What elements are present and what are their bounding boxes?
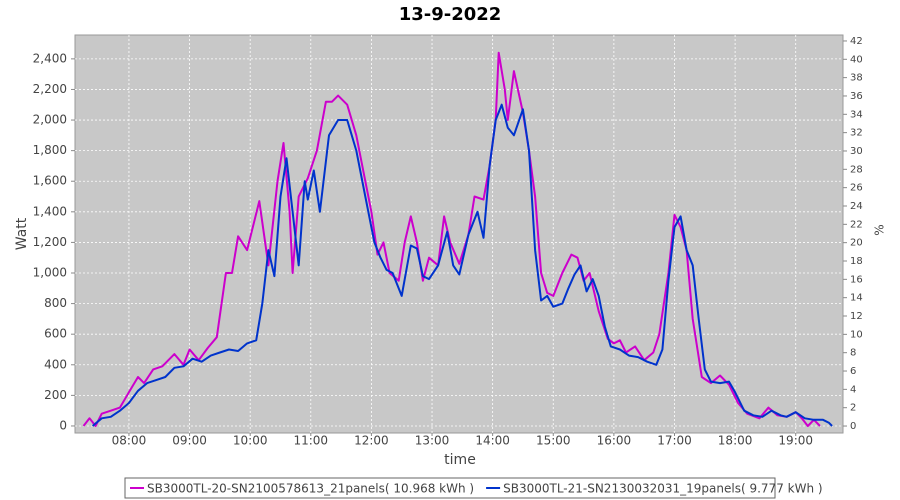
y2-tick-label: 6 (850, 366, 856, 377)
y-axis-label: Watt (14, 217, 30, 250)
y-tick-label: 1,400 (33, 204, 67, 218)
y2-tick-label: 8 (850, 348, 856, 359)
legend-label: SB3000TL-21-SN2130032031_19panels( 9.777… (503, 482, 822, 496)
y2-tick-label: 26 (850, 183, 863, 194)
y2-tick-label: 38 (850, 73, 863, 84)
x-tick-label: 17:00 (657, 434, 692, 448)
x-tick-label: 15:00 (536, 434, 571, 448)
y2-tick-label: 18 (850, 256, 863, 267)
y2-axis-label: % (873, 224, 887, 235)
legend (124, 477, 776, 499)
y-tick-label: 1,200 (33, 235, 67, 249)
y-tick-label: 1,600 (33, 174, 67, 188)
y2-tick-label: 32 (850, 128, 863, 139)
y2-tick-label: 20 (850, 238, 863, 249)
y-tick-label: 2,000 (33, 113, 67, 127)
y-tick-label: 400 (44, 357, 67, 371)
x-tick-label: 18:00 (718, 434, 753, 448)
x-tick-label: 10:00 (233, 434, 268, 448)
y2-tick-label: 42 (850, 36, 863, 47)
x-tick-label: 19:00 (778, 434, 813, 448)
plot-area (74, 34, 844, 434)
legend-label: SB3000TL-20-SN2100578613_21panels( 10.96… (147, 482, 474, 496)
y2-tick-label: 36 (850, 91, 863, 102)
y-tick-label: 0 (59, 418, 67, 432)
y2-tick-label: 22 (850, 219, 863, 230)
y-tick-label: 600 (44, 327, 67, 341)
series-line (91, 103, 833, 427)
y-tick-label: 1,000 (33, 266, 67, 280)
chart-title: 13-9-2022 (399, 4, 502, 25)
y2-tick-label: 0 (850, 421, 856, 432)
y2-tick-label: 10 (850, 329, 863, 340)
y2-tick-label: 12 (850, 311, 863, 322)
y-tick-label: 2,200 (33, 82, 67, 96)
y2-tick-label: 16 (850, 274, 863, 285)
x-tick-label: 12:00 (354, 434, 389, 448)
y2-tick-label: 4 (850, 384, 856, 395)
y2-tick-label: 30 (850, 146, 863, 157)
x-tick-label: 14:00 (475, 434, 510, 448)
x-tick-label: 08:00 (112, 434, 147, 448)
x-axis-label: time (444, 452, 476, 468)
y-tick-label: 2,400 (33, 51, 67, 65)
x-tick-label: 13:00 (415, 434, 450, 448)
y2-tick-label: 40 (850, 54, 863, 65)
y2-tick-label: 34 (850, 109, 863, 120)
x-tick-label: 09:00 (172, 434, 207, 448)
x-tick-label: 16:00 (597, 434, 632, 448)
x-tick-label: 11:00 (293, 434, 328, 448)
y2-tick-label: 24 (850, 201, 863, 212)
y-tick-label: 1,800 (33, 143, 67, 157)
y2-tick-label: 14 (850, 293, 863, 304)
y-tick-label: 800 (44, 296, 67, 310)
y2-tick-label: 28 (850, 164, 863, 175)
y2-tick-label: 2 (850, 403, 856, 414)
y-tick-label: 200 (44, 388, 67, 402)
